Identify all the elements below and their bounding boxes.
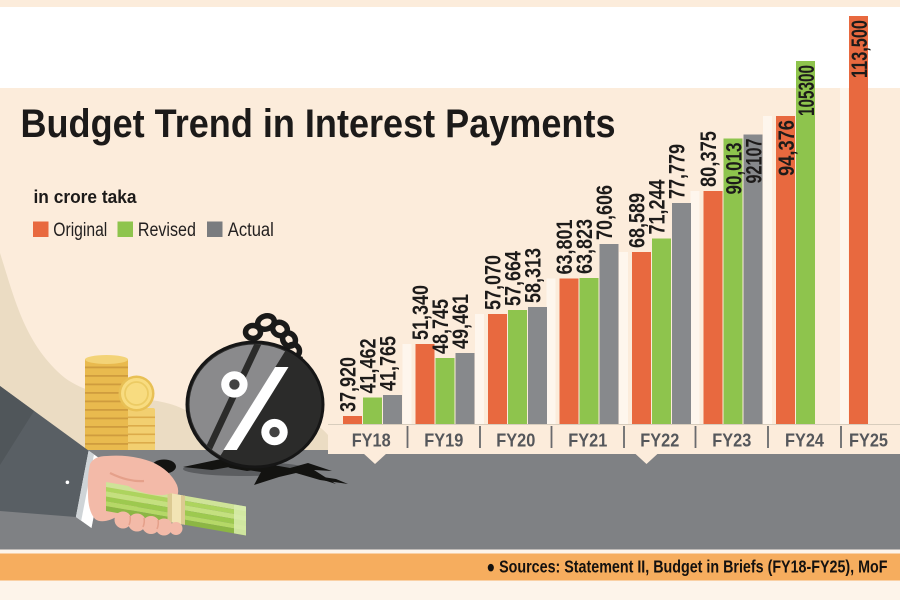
svg-text:Revised: Revised [138,220,196,241]
svg-text:Budget Trend in Interest Payme: Budget Trend in Interest Payments [21,102,616,146]
svg-text:Original: Original [53,220,107,241]
svg-text:Actual: Actual [228,220,274,241]
svg-text:105300: 105300 [794,65,819,116]
svg-text:FY18: FY18 [352,430,391,451]
svg-text:FY21: FY21 [568,430,607,451]
svg-text:92107: 92107 [741,139,766,184]
svg-text:94,376: 94,376 [774,120,799,176]
svg-text:68,589: 68,589 [625,193,650,248]
svg-text:80,375: 80,375 [696,131,721,187]
svg-text:70,606: 70,606 [592,185,617,240]
svg-text:FY23: FY23 [712,430,751,451]
svg-text:90,013: 90,013 [721,143,746,195]
svg-text:71,244: 71,244 [645,179,670,234]
svg-text:51,340: 51,340 [408,285,433,340]
svg-text:FY24: FY24 [785,430,825,451]
svg-text:FY20: FY20 [496,430,535,451]
svg-text:58,313: 58,313 [521,248,546,303]
svg-text:57,664: 57,664 [501,251,526,306]
svg-text:in crore taka: in crore taka [34,186,138,207]
svg-text:41,462: 41,462 [356,339,381,394]
svg-text:FY19: FY19 [424,430,463,451]
svg-text:63,823: 63,823 [572,219,597,274]
svg-text:37,920: 37,920 [336,357,361,412]
svg-text:48,745: 48,745 [428,299,453,354]
svg-text:FY22: FY22 [640,430,679,451]
svg-text:113,500: 113,500 [847,20,872,78]
svg-text:77,779: 77,779 [665,144,690,199]
svg-text:FY25: FY25 [849,430,888,451]
svg-text:57,070: 57,070 [481,255,506,310]
svg-text:41,765: 41,765 [376,336,401,391]
svg-text:49,461: 49,461 [448,294,473,349]
svg-text:63,801: 63,801 [552,220,577,275]
svg-text:● Sources: Statement II, Budge: ● Sources: Statement II, Budget in Brief… [487,557,888,577]
